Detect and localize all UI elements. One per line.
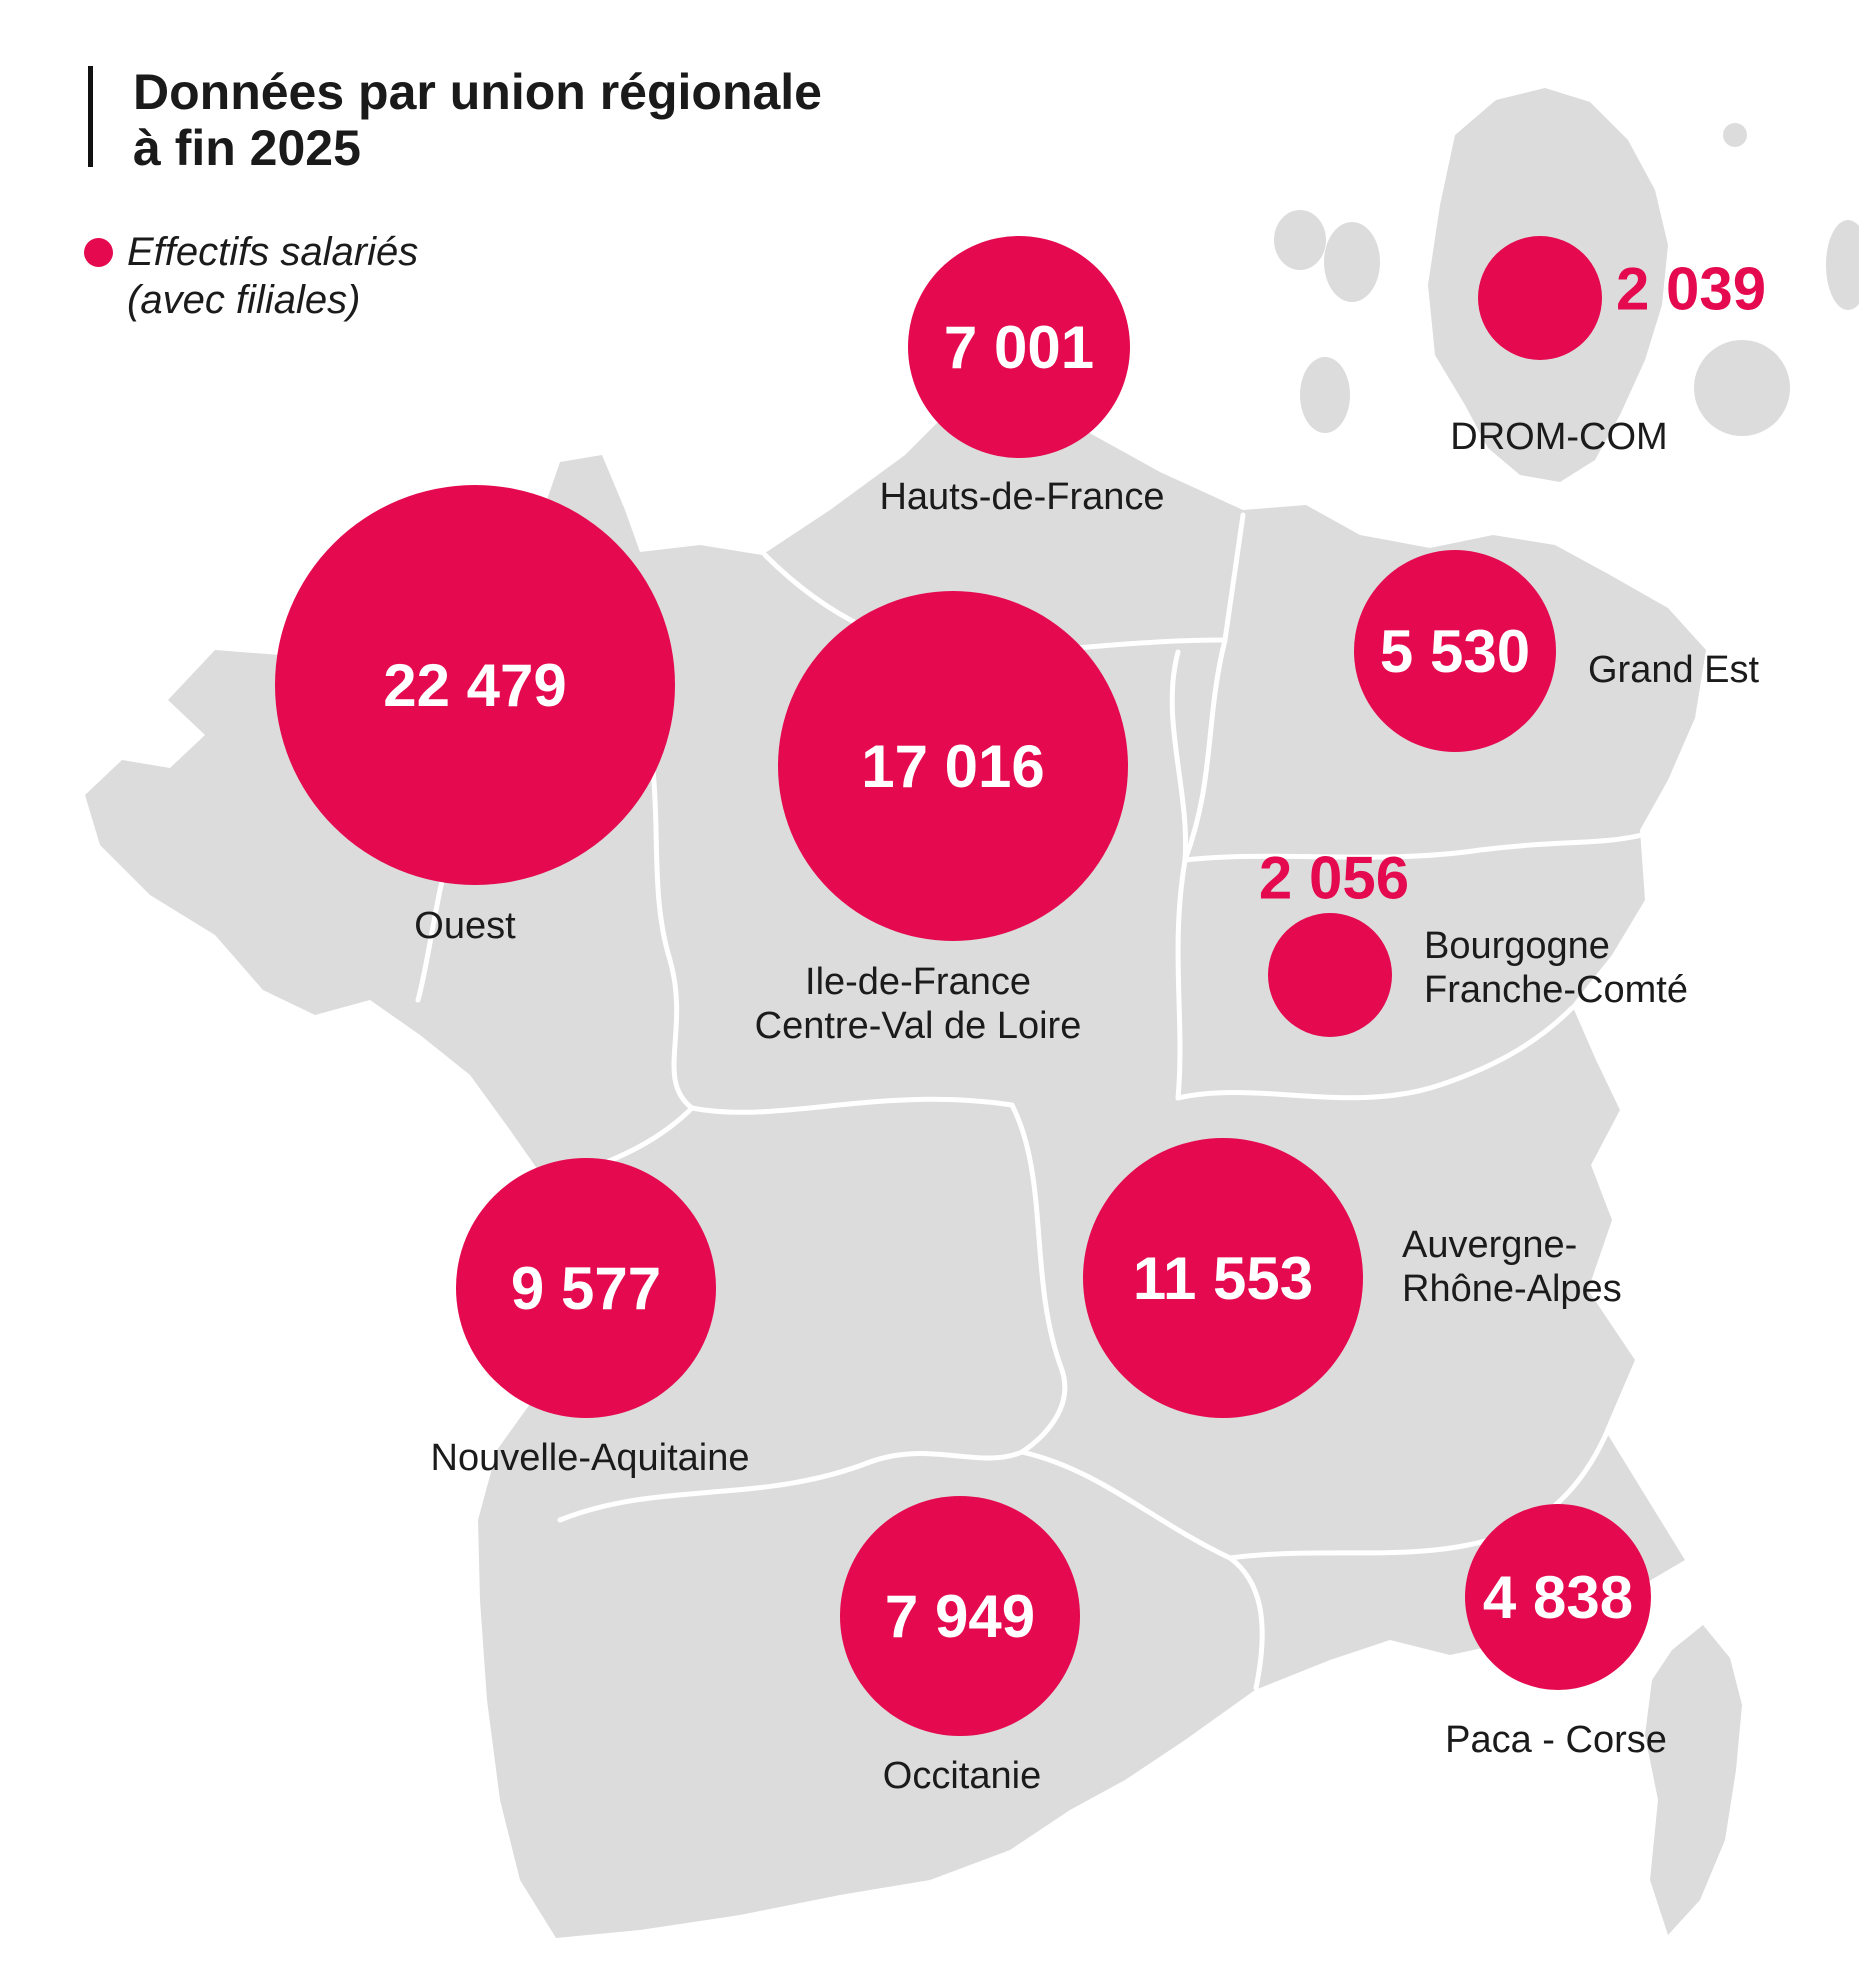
bubble-value-nouvelle-aquitaine: 9 577 bbox=[510, 1254, 662, 1322]
label-idf-line2: Centre-Val de Loire bbox=[754, 1005, 1082, 1047]
label-bfc-line1: Bourgogne bbox=[1424, 925, 1610, 967]
legend-text: Effectifs salariés (avec filiales) bbox=[127, 228, 418, 324]
map-corsica bbox=[1645, 1625, 1742, 1935]
bubble-bourgogne-franche-comte bbox=[1268, 913, 1392, 1037]
title-rule bbox=[88, 66, 93, 167]
bubble-value-ouest: 22 479 bbox=[383, 651, 567, 719]
bubble-nouvelle-aquitaine: 9 577 bbox=[456, 1158, 716, 1418]
label-auvergne-rhone-alpes: Auvergne- Rhône-Alpes bbox=[1402, 1223, 1622, 1311]
page-title: Données par union régionale à fin 2025 bbox=[133, 64, 822, 176]
label-grand-est: Grand Est bbox=[1588, 649, 1760, 691]
label-ara-line1: Auvergne- bbox=[1402, 1224, 1578, 1266]
bubble-hauts-de-france: 7 001 bbox=[908, 236, 1130, 458]
bubble-idf-centre-val-de-loire: 17 016 bbox=[778, 591, 1128, 941]
page-title-line2: à fin 2025 bbox=[133, 120, 361, 176]
label-idf-centre-val-de-loire: Ile-de-France Centre-Val de Loire bbox=[755, 960, 1082, 1048]
label-bourgogne-franche-comte: Bourgogne Franche-Comté bbox=[1424, 924, 1688, 1012]
map-island-guadeloupe-2 bbox=[1324, 222, 1380, 302]
label-occitanie: Occitanie bbox=[882, 1755, 1042, 1797]
value-drom-com: 2 039 bbox=[1616, 255, 1767, 323]
bubble-value-occitanie: 7 949 bbox=[884, 1582, 1036, 1650]
label-ouest: Ouest bbox=[414, 905, 516, 947]
bubble-value-idf: 17 016 bbox=[861, 732, 1045, 800]
legend-line2: (avec filiales) bbox=[127, 278, 361, 322]
bubble-value-paca-corse: 4 838 bbox=[1482, 1563, 1634, 1631]
legend-line1: Effectifs salariés bbox=[127, 230, 419, 274]
page-title-line1: Données par union régionale bbox=[133, 64, 822, 120]
bubble-paca-corse: 4 838 bbox=[1465, 1504, 1651, 1690]
label-nouvelle-aquitaine: Nouvelle-Aquitaine bbox=[430, 1437, 750, 1479]
map-island-mayotte bbox=[1723, 123, 1747, 147]
legend: Effectifs salariés (avec filiales) bbox=[84, 228, 418, 324]
map-island-guadeloupe bbox=[1274, 210, 1326, 270]
bubble-ouest: 22 479 bbox=[275, 485, 675, 885]
bubble-value-auvergne-rhone-alpes: 11 553 bbox=[1132, 1244, 1314, 1312]
map-island-reunion bbox=[1694, 340, 1790, 436]
bubble-occitanie: 7 949 bbox=[840, 1496, 1080, 1736]
legend-bullet-icon bbox=[84, 238, 113, 267]
label-bfc-line2: Franche-Comté bbox=[1424, 969, 1688, 1011]
label-hauts-de-france: Hauts-de-France bbox=[879, 476, 1165, 518]
bubble-drom-com bbox=[1478, 236, 1602, 360]
label-drom-com: DROM-COM bbox=[1450, 416, 1668, 458]
map-island-martinique bbox=[1300, 357, 1350, 433]
bubble-value-grand-est: 5 530 bbox=[1379, 617, 1531, 685]
label-ara-line2: Rhône-Alpes bbox=[1402, 1268, 1622, 1310]
value-bourgogne-franche-comte: 2 056 bbox=[1258, 844, 1410, 912]
bubble-value-hauts-de-france: 7 001 bbox=[943, 313, 1095, 381]
label-idf-line1: Ile-de-France bbox=[805, 961, 1031, 1003]
bubble-grand-est: 5 530 bbox=[1354, 550, 1556, 752]
bubble-auvergne-rhone-alpes: 11 553 bbox=[1083, 1138, 1363, 1418]
label-paca-corse: Paca - Corse bbox=[1445, 1719, 1667, 1761]
map-island-right-edge bbox=[1826, 220, 1859, 310]
